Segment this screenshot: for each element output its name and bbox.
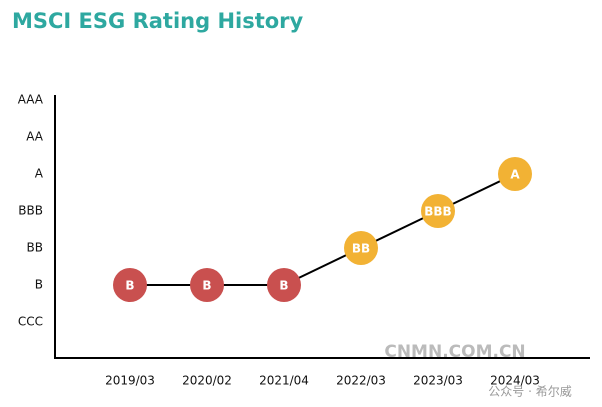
y-tick-label: CCC bbox=[18, 315, 43, 329]
data-label: BBB bbox=[424, 205, 451, 219]
data-label: A bbox=[510, 168, 520, 182]
watermark: CNMN.COM.CN bbox=[384, 342, 525, 362]
point bbox=[421, 194, 455, 228]
chart-title: MSCI ESG Rating History bbox=[12, 9, 304, 33]
y-tick-label: B bbox=[35, 278, 43, 292]
x-tick-label: 2019/03 bbox=[105, 374, 155, 388]
point bbox=[344, 231, 378, 265]
data-label: BB bbox=[352, 242, 370, 256]
y-tick-label: BBB bbox=[18, 204, 43, 218]
line bbox=[130, 173, 516, 286]
data-label: B bbox=[125, 279, 134, 293]
y-tick-label: AAA bbox=[18, 93, 44, 107]
x-tick-label: 2024/03 bbox=[490, 374, 540, 388]
point bbox=[190, 268, 224, 302]
x-tick-label: 2023/03 bbox=[413, 374, 463, 388]
data-label: B bbox=[202, 279, 211, 293]
point bbox=[113, 268, 147, 302]
data-label: B bbox=[279, 279, 288, 293]
point bbox=[267, 268, 301, 302]
x-tick-label: 2020/02 bbox=[182, 374, 232, 388]
y-tick-label: BB bbox=[27, 241, 43, 255]
y-tick-label: A bbox=[35, 167, 44, 181]
x-tick-label: 2021/04 bbox=[259, 374, 309, 388]
y-tick-label: AA bbox=[26, 130, 44, 144]
watermark: 公众号 · 希尔威 bbox=[488, 384, 571, 399]
x-tick-label: 2022/03 bbox=[336, 374, 386, 388]
point bbox=[498, 157, 532, 191]
